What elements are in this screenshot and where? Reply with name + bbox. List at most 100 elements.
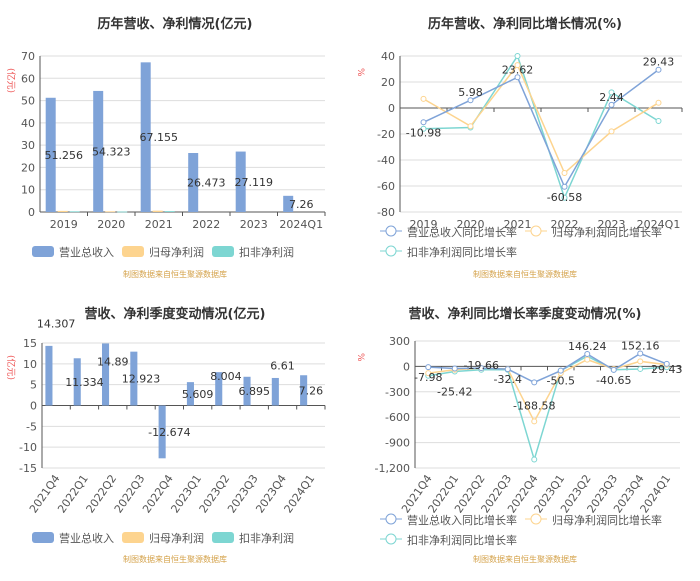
- chart-title: 营收、净利季度变动情况(亿元): [85, 306, 266, 322]
- bar-归母净利润: [152, 210, 163, 212]
- data-label: 7.26: [299, 384, 324, 397]
- data-point: [514, 62, 521, 69]
- x-tick-label: 2019: [410, 218, 438, 231]
- y-tick-label: -600: [385, 411, 410, 424]
- y-tick-label: 15: [23, 337, 37, 350]
- line-扣非净利润同比增长率: [428, 355, 667, 463]
- x-tick-label: 2022: [192, 218, 220, 231]
- chart-3: 营收、净利季度变动情况(亿元)(亿元)-15-10-50510152021Q42…: [5, 306, 326, 564]
- data-label: 2.44: [599, 91, 624, 104]
- data-point: [655, 118, 662, 124]
- legend-label: 扣非净利润: [239, 531, 294, 545]
- legend-item[interactable]: 扣非净利润同比增长率: [380, 245, 517, 259]
- legend-item[interactable]: 扣非净利润: [212, 531, 294, 545]
- y-tick-label: -60: [377, 180, 395, 193]
- legend-item[interactable]: 归母净利润: [122, 245, 204, 259]
- data-label: 6.895: [239, 385, 271, 398]
- y-tick-label: -1,200: [375, 462, 410, 475]
- y-tick-label: 10: [21, 184, 35, 197]
- data-label: 54.323: [92, 145, 131, 158]
- bar-营业总收入: [45, 345, 53, 406]
- y-tick-label: 0: [403, 360, 410, 373]
- y-unit-label: (亿元): [5, 355, 17, 380]
- data-label: -19.66: [464, 359, 499, 372]
- y-tick-label: -5: [26, 420, 37, 433]
- legend-item[interactable]: 营业总收入同比增长率: [380, 225, 517, 239]
- x-tick-label: 2024Q1: [637, 218, 681, 231]
- data-label: 14.89: [97, 355, 129, 368]
- x-tick-label: 2021: [145, 218, 173, 231]
- data-label: 7.26: [289, 198, 314, 211]
- x-tick-label: 2019: [50, 218, 78, 231]
- legend-item[interactable]: 扣非净利润: [212, 245, 294, 259]
- data-point: [467, 97, 474, 104]
- y-tick-label: 0: [388, 102, 395, 115]
- y-tick-label: 50: [21, 95, 35, 108]
- data-point: [584, 356, 591, 363]
- y-tick-label: -40: [377, 154, 395, 167]
- data-point: [637, 350, 644, 357]
- source-note: 制图数据来自恒生聚源数据库: [123, 269, 227, 279]
- data-label: -12.674: [148, 426, 190, 439]
- data-label: 29.43: [643, 56, 675, 69]
- data-point: [504, 366, 511, 373]
- legend-item[interactable]: 扣非净利润同比增长率: [380, 533, 517, 547]
- data-point: [637, 358, 644, 365]
- data-label: -40.65: [596, 374, 631, 387]
- legend-marker-icon: [530, 225, 542, 237]
- line-扣非净利润同比增长率: [423, 54, 659, 200]
- bar-营业总收入: [93, 90, 104, 212]
- legend-swatch: [122, 532, 144, 543]
- legend-item[interactable]: 归母净利润同比增长率: [525, 513, 662, 527]
- bar-扣非净利润: [69, 211, 80, 213]
- source-note: 制图数据来自恒生聚源数据库: [473, 554, 577, 564]
- legend-item[interactable]: 营业总收入同比增长率: [380, 513, 517, 527]
- y-tick-label: 300: [389, 335, 410, 348]
- bar-归母净利润: [57, 210, 68, 212]
- legend-item[interactable]: 归母净利润同比增长率: [525, 225, 662, 239]
- data-point: [425, 364, 432, 371]
- legend-label: 扣非净利润同比增长率: [407, 245, 517, 259]
- x-tick-label: 2023: [240, 218, 268, 231]
- x-tick-label: 2024Q1: [279, 218, 323, 231]
- data-point: [655, 66, 662, 73]
- data-point: [531, 456, 538, 463]
- legend-item[interactable]: 归母净利润: [122, 531, 204, 545]
- data-point: [478, 365, 485, 372]
- legend-label: 归母净利润: [149, 245, 204, 259]
- legend-marker-icon: [530, 513, 542, 525]
- data-point: [451, 365, 458, 372]
- data-label: 5.98: [458, 86, 483, 99]
- y-tick-label: 20: [381, 76, 395, 89]
- legend-item[interactable]: 营业总收入: [32, 531, 114, 545]
- y-tick-label: 0: [30, 400, 37, 413]
- data-point: [420, 95, 427, 102]
- chart-title: 历年营收、净利情况(亿元): [98, 16, 253, 32]
- legend-label: 扣非净利润: [239, 245, 294, 259]
- data-point: [608, 89, 615, 96]
- y-unit-label: %: [355, 68, 365, 77]
- y-tick-label: 70: [21, 50, 35, 63]
- data-label: 23.62: [502, 63, 534, 76]
- data-point: [420, 119, 427, 126]
- bar-营业总收入: [158, 405, 166, 459]
- legend-marker-icon: [385, 225, 397, 237]
- bar-营业总收入: [101, 343, 110, 406]
- data-point: [608, 101, 615, 108]
- legend-label: 营业总收入同比增长率: [407, 513, 517, 527]
- y-unit-label: (亿元): [5, 68, 17, 93]
- data-label: -188.58: [513, 399, 555, 412]
- data-label: 26.473: [187, 177, 226, 190]
- y-unit-label: %: [355, 353, 365, 362]
- y-tick-label: 20: [21, 161, 35, 174]
- data-label: -25.42: [437, 386, 472, 399]
- chart-2: 历年营收、净利同比增长情况(%)% -80 -60 -40 -20 0 20 40 2019 20…: [355, 16, 683, 279]
- chart-title: 营收、净利同比增长率季度变动情况(%): [409, 306, 642, 322]
- bar-营业总收入: [283, 195, 294, 212]
- data-label: 11.334: [65, 376, 104, 389]
- data-point: [531, 379, 538, 386]
- line-营业总收入同比增长率: [428, 352, 668, 384]
- data-label: -10.98: [406, 126, 441, 139]
- data-label: 146.24: [568, 340, 607, 353]
- legend-item[interactable]: 营业总收入: [32, 245, 114, 259]
